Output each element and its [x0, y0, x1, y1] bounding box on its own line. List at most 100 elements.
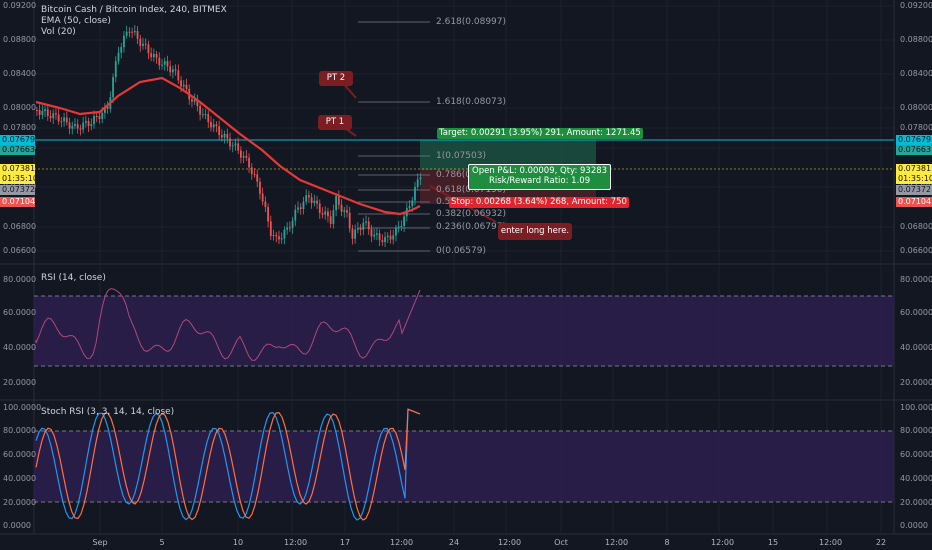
- candle-body: [144, 43, 147, 45]
- candle-body: [356, 228, 359, 230]
- rsi-axis-label: 20.0000: [900, 378, 932, 387]
- price-axis-label: 0.06600: [900, 246, 932, 255]
- candle-body: [275, 235, 278, 237]
- candle-body: [52, 113, 55, 119]
- candle-body: [150, 53, 153, 58]
- target-label[interactable]: Target: 0.00291 (3.95%) 291, Amount: 127…: [437, 128, 643, 139]
- stop-label[interactable]: Stop: 0.00268 (3.64%) 268, Amount: 750: [449, 197, 629, 208]
- candle-body: [299, 207, 302, 209]
- candle-body: [177, 70, 180, 81]
- candle-body: [370, 229, 373, 237]
- left-stoch-axis-label: 40.0000: [3, 474, 37, 483]
- candle-body: [316, 200, 318, 204]
- candle-body: [199, 106, 201, 115]
- candle-body: [158, 57, 161, 66]
- candle-body: [294, 209, 297, 221]
- candle-body: [38, 110, 41, 115]
- candle-body: [196, 99, 199, 107]
- left-price-axis-label: 0.09200: [3, 1, 37, 10]
- candle-body: [253, 174, 256, 176]
- left-price-tag-gray: 0.07372: [0, 185, 36, 195]
- candle-body: [362, 222, 365, 230]
- candle-body: [220, 135, 223, 138]
- left-price-axis-label: 0.08800: [3, 35, 37, 44]
- candle-body: [351, 228, 354, 239]
- candle-body: [76, 124, 79, 129]
- candle-body: [234, 143, 237, 146]
- candle-body: [207, 114, 210, 122]
- candle-body: [218, 126, 221, 136]
- candle-body: [215, 124, 218, 127]
- candle-body: [204, 114, 207, 116]
- left-stoch-axis-label: 80.0000: [3, 426, 37, 435]
- candle-body: [142, 43, 144, 46]
- pnl-label[interactable]: Open P&L: 0.00009, Qty: 93283 Risk/Rewar…: [468, 164, 612, 190]
- candle-body: [313, 200, 316, 204]
- left-stoch-axis-label: 100.0000: [3, 403, 42, 412]
- candle-body: [240, 150, 242, 158]
- candle-body: [172, 69, 174, 73]
- time-axis-label: 12:00: [498, 538, 522, 547]
- candle-body: [367, 221, 370, 230]
- left-price-tag-green: 0.07663: [0, 145, 36, 155]
- fib-label: 0.5(: [436, 197, 454, 207]
- candle-body: [376, 233, 378, 235]
- left-countdown-tag: 01:35:10: [0, 174, 38, 184]
- candle-body: [389, 235, 392, 240]
- candle-body: [210, 121, 212, 128]
- price-tag-green: 0.07663: [896, 145, 932, 155]
- left-price-axis-label: 0.06800: [3, 222, 37, 231]
- pt1-callout[interactable]: PT 1: [318, 115, 352, 130]
- candle-body: [155, 54, 158, 58]
- candle-body: [182, 84, 185, 87]
- candle-body: [291, 220, 294, 228]
- candle-body: [68, 122, 71, 129]
- candle-body: [269, 221, 272, 236]
- candle-body: [245, 155, 248, 158]
- pt2-callout[interactable]: PT 2: [319, 71, 353, 86]
- candle-body: [392, 235, 395, 240]
- candle-body: [49, 115, 52, 119]
- candle-body: [229, 138, 231, 147]
- candle-body: [201, 114, 204, 116]
- vol-legend: Vol (20): [41, 27, 76, 37]
- candle-body: [123, 35, 125, 48]
- candle-body: [286, 227, 289, 230]
- candle-body: [106, 106, 109, 109]
- candle-body: [117, 52, 120, 62]
- candle-body: [161, 64, 163, 66]
- candle-body: [335, 196, 337, 211]
- candle-body: [250, 167, 253, 175]
- candle-body: [378, 233, 381, 241]
- candle-body: [288, 227, 291, 229]
- price-axis-label: 0.08000: [900, 103, 932, 112]
- fib-label: 0.236(0.06797): [436, 222, 507, 232]
- price-axis-label: 0.06800: [900, 222, 932, 231]
- candle-body: [384, 237, 386, 243]
- entry-note[interactable]: enter long here.: [498, 223, 572, 240]
- candle-body: [348, 212, 351, 229]
- candle-body: [381, 240, 384, 243]
- candle-body: [125, 31, 128, 36]
- candle-body: [272, 235, 275, 237]
- candle-body: [346, 210, 348, 213]
- candle-body: [261, 193, 264, 202]
- candle-body: [340, 204, 343, 212]
- candle-body: [101, 112, 104, 119]
- time-axis-label: Sep: [92, 538, 108, 547]
- candle-body: [131, 31, 133, 33]
- candle-body: [223, 134, 226, 138]
- price-tag-gray: 0.07372: [896, 185, 932, 195]
- candle-body: [305, 195, 308, 202]
- candle-body: [212, 124, 215, 128]
- candle-body: [231, 145, 234, 147]
- candle-body: [90, 124, 93, 127]
- candle-body: [403, 216, 405, 226]
- stoch-axis-label: 100.0000: [900, 403, 932, 412]
- candle-body: [71, 125, 74, 129]
- left-rsi-axis-label: 60.0000: [3, 308, 37, 317]
- time-axis-label: Oct: [554, 538, 568, 547]
- candle-body: [297, 207, 299, 210]
- candle-body: [147, 44, 150, 54]
